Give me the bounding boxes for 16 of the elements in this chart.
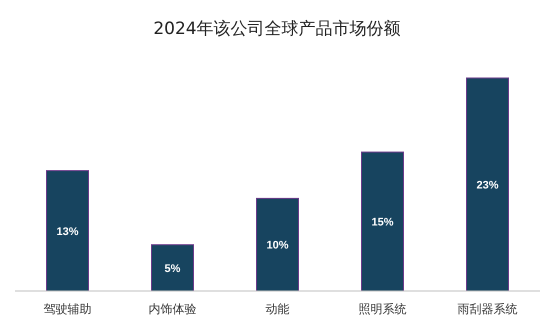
data-label: 10% [266,240,289,252]
x-tick-label: 内饰体验 [148,302,196,316]
data-label: 23% [476,180,499,192]
bar [361,152,404,292]
data-label: 13% [56,226,79,238]
bar [466,78,509,292]
bar [151,244,194,292]
bar [46,170,89,292]
data-label: 5% [164,262,181,275]
x-tick-label: 照明系统 [358,302,406,316]
x-tick-label: 雨刮器系统 [458,302,518,316]
x-tick-label: 动能 [266,302,290,316]
data-label: 15% [371,216,394,229]
bar [256,198,299,292]
chart-title: 2024年该公司全球产品市场份额 [153,19,401,39]
x-tick-label: 驾驶辅助 [44,302,92,316]
